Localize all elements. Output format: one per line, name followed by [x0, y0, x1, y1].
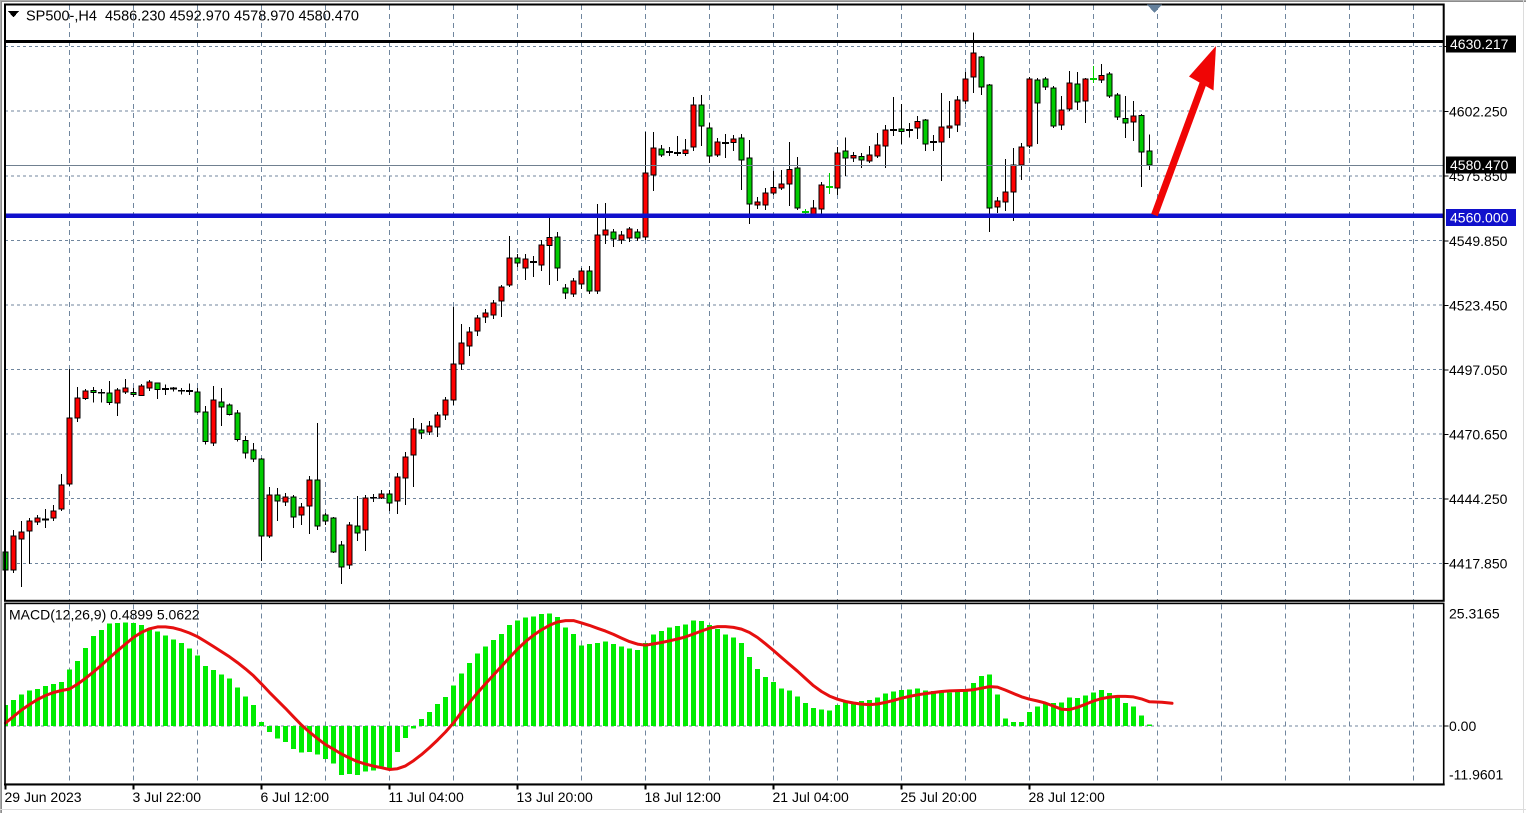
svg-text:4602.250: 4602.250 — [1449, 104, 1508, 120]
svg-text:-11.9601: -11.9601 — [1449, 767, 1503, 783]
svg-text:13 Jul 20:00: 13 Jul 20:00 — [517, 789, 593, 805]
svg-text:4417.850: 4417.850 — [1449, 556, 1508, 572]
svg-text:18 Jul 12:00: 18 Jul 12:00 — [645, 789, 721, 805]
svg-text:SP500-,H4 4586.230 4592.970 4: SP500-,H4 4586.230 4592.970 4578.970 458… — [26, 9, 359, 25]
svg-text:0.00: 0.00 — [1449, 718, 1476, 734]
svg-text:11 Jul 04:00: 11 Jul 04:00 — [389, 789, 464, 805]
svg-text:MACD(12,26,9) 0.4899 5.0622: MACD(12,26,9) 0.4899 5.0622 — [9, 607, 200, 623]
svg-text:6 Jul 12:00: 6 Jul 12:00 — [261, 789, 330, 805]
svg-text:4497.050: 4497.050 — [1449, 362, 1508, 378]
svg-text:28 Jul 12:00: 28 Jul 12:00 — [1029, 789, 1105, 805]
svg-text:4470.650: 4470.650 — [1449, 427, 1508, 443]
svg-text:29 Jun 2023: 29 Jun 2023 — [5, 789, 82, 805]
svg-text:4580.470: 4580.470 — [1450, 157, 1509, 173]
svg-text:3 Jul 22:00: 3 Jul 22:00 — [133, 789, 202, 805]
svg-text:21 Jul 04:00: 21 Jul 04:00 — [773, 789, 849, 805]
svg-text:4630.217: 4630.217 — [1450, 36, 1509, 52]
svg-text:4444.250: 4444.250 — [1449, 491, 1508, 507]
svg-text:4560.000: 4560.000 — [1450, 210, 1509, 226]
svg-text:25.3165: 25.3165 — [1449, 606, 1500, 622]
svg-text:4523.450: 4523.450 — [1449, 297, 1508, 313]
svg-text:4549.850: 4549.850 — [1449, 233, 1508, 249]
svg-text:25 Jul 20:00: 25 Jul 20:00 — [901, 789, 977, 805]
